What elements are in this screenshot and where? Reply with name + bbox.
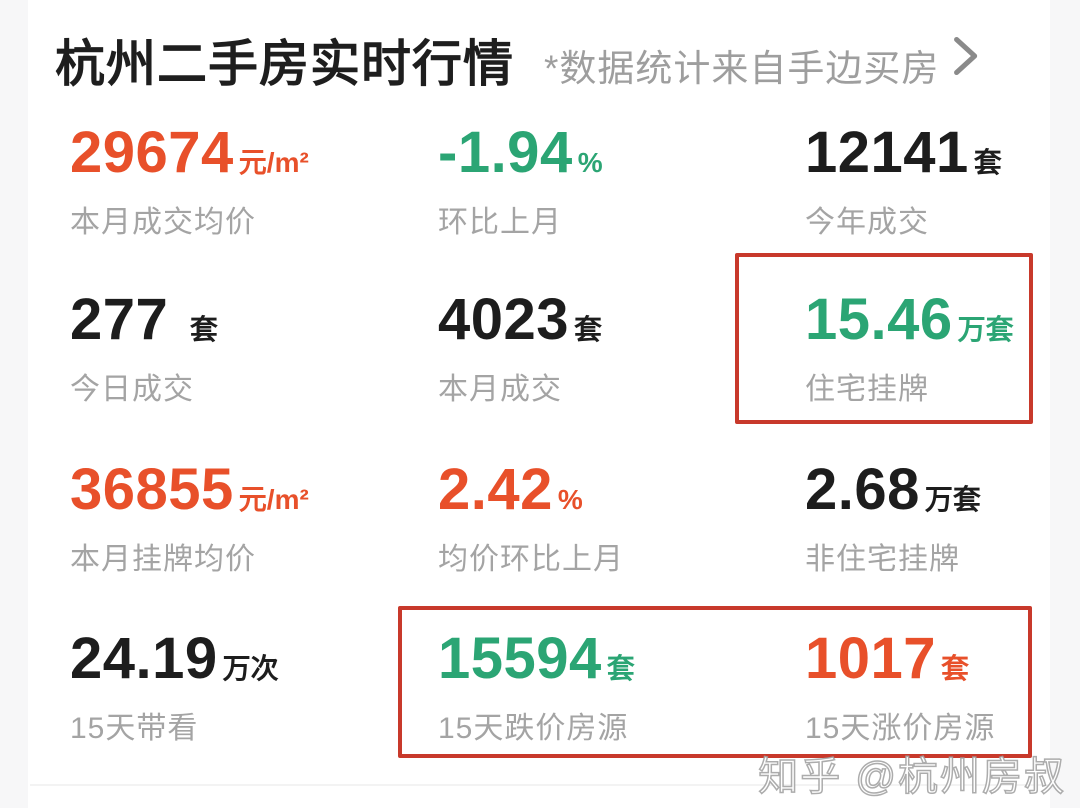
stat-unit: % <box>577 147 603 178</box>
stat-listing-price-mom-change: 2.42% 均价环比上月 <box>438 461 624 575</box>
bottom-divider <box>30 784 1048 786</box>
stat-label: 本月挂牌均价 <box>70 543 256 576</box>
data-source-note: *数据统计来自手边买房 <box>544 48 940 89</box>
stat-value: 24.19 <box>70 626 218 691</box>
stat-unit: 元/m² <box>238 484 309 515</box>
stat-label: 本月成交 <box>438 373 562 406</box>
stat-residential-listings: 15.46 万套 住宅挂牌 <box>805 291 1014 405</box>
stat-value: 12141 <box>805 120 969 185</box>
stat-value-row: 15.46 万套 <box>805 291 1014 349</box>
stat-unit: 元/m² <box>238 147 309 178</box>
stat-today-deals: 277 套 今日成交 <box>70 291 218 405</box>
stat-value: 2.68 <box>805 457 920 522</box>
stat-month-deals: 4023 套 本月成交 <box>438 291 602 405</box>
stat-value-row: -1.94% <box>438 124 603 182</box>
stat-label: 15天涨价房源 <box>805 712 996 745</box>
stat-value: 15.46 <box>805 287 953 352</box>
stat-unit: % <box>557 484 583 515</box>
page-title: 杭州二手房实时行情 <box>55 36 514 92</box>
chevron-right-glyph <box>954 36 978 76</box>
stat-year-deals: 12141 套 今年成交 <box>805 124 1002 238</box>
stat-unit: 套 <box>574 314 603 345</box>
stat-label: 15天跌价房源 <box>438 712 629 745</box>
stat-non-residential-listings: 2.68 万套 非住宅挂牌 <box>805 461 981 575</box>
stat-value-row: 2.42% <box>438 461 624 519</box>
stat-label: 环比上月 <box>438 206 562 239</box>
stat-value: -1.94 <box>438 120 573 185</box>
stat-15day-price-rise-listings: 1017 套 15天涨价房源 <box>805 630 995 744</box>
stat-value: 36855 <box>70 457 234 522</box>
stat-value: 2.42 <box>438 457 553 522</box>
stat-label: 本月成交均价 <box>70 206 256 239</box>
stat-unit: 套 <box>189 314 218 345</box>
stat-value-row: 36855 元/m² <box>70 461 309 519</box>
stat-label: 均价环比上月 <box>438 543 624 576</box>
stat-15day-price-cut-listings: 15594 套 15天跌价房源 <box>438 630 635 744</box>
stat-value: 15594 <box>438 626 602 691</box>
stat-value-row: 29674 元/m² <box>70 124 309 182</box>
right-edge-strip <box>1050 0 1080 808</box>
stat-value-row: 12141 套 <box>805 124 1002 182</box>
left-edge-strip <box>0 0 28 808</box>
watermark: 知乎 @杭州房叔 <box>758 754 1066 800</box>
stat-unit: 万套 <box>924 484 981 515</box>
stat-value: 277 <box>70 287 185 352</box>
stat-label: 今日成交 <box>70 373 194 406</box>
stat-value-row: 4023 套 <box>438 291 602 349</box>
stat-value-row: 2.68 万套 <box>805 461 981 519</box>
stat-unit: 万套 <box>957 314 1014 345</box>
stat-label: 今年成交 <box>805 206 929 239</box>
stat-unit: 套 <box>941 653 970 684</box>
stat-mom-change: -1.94% 环比上月 <box>438 124 603 238</box>
stat-unit: 万次 <box>222 653 279 684</box>
stat-value-row: 277 套 <box>70 291 218 349</box>
stat-label: 15天带看 <box>70 712 199 745</box>
stat-value-row: 1017 套 <box>805 630 995 688</box>
header: 杭州二手房实时行情 *数据统计来自手边买房 <box>55 24 939 96</box>
stat-value: 1017 <box>805 626 937 691</box>
stat-month-deal-avg-price: 29674 元/m² 本月成交均价 <box>70 124 309 238</box>
stat-value: 4023 <box>438 287 570 352</box>
stat-value: 29674 <box>70 120 234 185</box>
stat-unit: 套 <box>606 653 635 684</box>
stat-label: 非住宅挂牌 <box>805 543 960 576</box>
chevron-right-icon[interactable] <box>948 33 984 79</box>
stat-value-row: 24.19 万次 <box>70 630 279 688</box>
stat-label: 住宅挂牌 <box>805 373 929 406</box>
stat-unit: 套 <box>973 147 1002 178</box>
stat-15day-viewings: 24.19 万次 15天带看 <box>70 630 279 744</box>
stat-month-listing-avg-price: 36855 元/m² 本月挂牌均价 <box>70 461 309 575</box>
stat-value-row: 15594 套 <box>438 630 635 688</box>
